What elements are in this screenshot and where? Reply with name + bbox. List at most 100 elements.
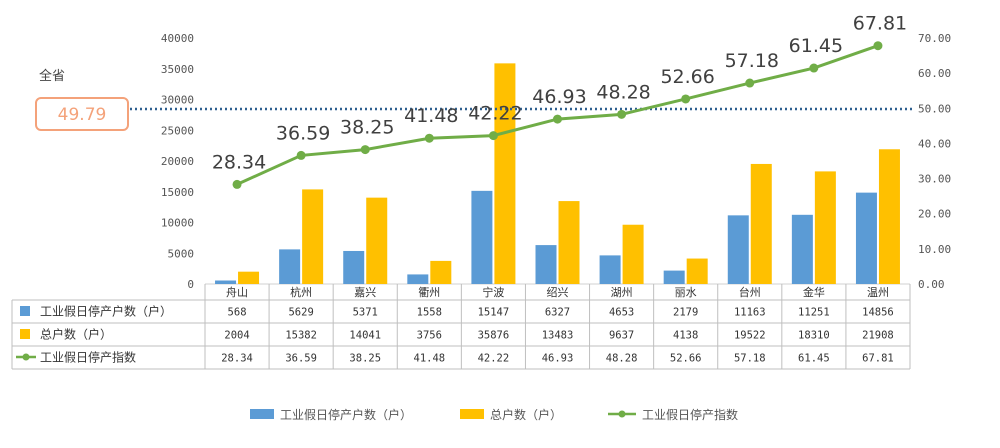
- category-label-4: 宁波: [482, 285, 504, 299]
- table-cell: 19522: [734, 330, 766, 342]
- category-label-7: 丽水: [675, 286, 697, 299]
- table-cell: 52.66: [670, 353, 702, 365]
- table-row-label-2: 工业假日停产指数: [40, 350, 136, 365]
- index-point-2: [360, 145, 370, 155]
- y-left-tick-label: 25000: [161, 124, 194, 137]
- province-label: 全省: [39, 68, 65, 84]
- category-label-10: 温州: [867, 286, 889, 299]
- bar-stopped-7: [663, 270, 685, 284]
- index-data-label-4: 42.22: [468, 103, 522, 125]
- table-cell: 11163: [734, 307, 766, 319]
- table-cell: 5629: [288, 307, 313, 319]
- index-data-label-9: 61.45: [789, 35, 843, 57]
- category-label-8: 台州: [739, 285, 761, 299]
- table-cell: 35876: [478, 330, 510, 342]
- table-cell: 21908: [862, 330, 894, 342]
- index-data-label-3: 41.48: [404, 105, 458, 127]
- legend-label-1: 总户数（户）: [490, 407, 562, 422]
- category-label-9: 金华: [803, 285, 825, 299]
- bar-stopped-6: [599, 255, 621, 284]
- bar-total-4: [494, 63, 516, 285]
- table-cell: 5371: [353, 307, 378, 319]
- category-label-1: 杭州: [290, 285, 312, 299]
- y-right-tick-label: 40.00: [918, 137, 951, 150]
- y-left-tick-label: 10000: [161, 217, 194, 230]
- table-cell: 13483: [542, 330, 574, 342]
- index-point-7: [681, 94, 691, 104]
- category-label-5: 绍兴: [547, 285, 569, 299]
- category-label-3: 衢州: [418, 286, 440, 299]
- y-left-tick-label: 5000: [168, 247, 195, 260]
- table-cell: 42.22: [478, 353, 510, 365]
- table-row-key-1: [20, 329, 30, 339]
- category-label-6: 湖州: [611, 286, 633, 299]
- index-data-label-5: 46.93: [532, 86, 586, 108]
- table-cell: 4138: [673, 330, 698, 342]
- bar-stopped-9: [791, 214, 813, 284]
- bar-stopped-1: [279, 249, 301, 284]
- bar-stopped-0: [215, 280, 237, 284]
- table-cell: 57.18: [734, 353, 766, 365]
- index-data-label-0: 28.34: [212, 151, 266, 173]
- y-left-tick-label: 30000: [161, 94, 194, 107]
- province-value-box: [35, 97, 129, 131]
- bar-total-6: [622, 224, 644, 284]
- table-cell: 14041: [349, 330, 381, 342]
- table-cell: 18310: [798, 330, 830, 342]
- table-cell: 36.59: [285, 353, 317, 365]
- category-label-0: 舟山: [226, 285, 248, 299]
- index-data-label-6: 48.28: [596, 81, 650, 103]
- legend-label-2: 工业假日停产指数: [642, 407, 738, 422]
- table-cell: 46.93: [542, 353, 574, 365]
- bar-stopped-3: [407, 274, 429, 284]
- bar-stopped-5: [535, 245, 557, 284]
- bar-stopped-4: [471, 190, 493, 284]
- bar-stopped-10: [855, 192, 877, 284]
- table-row-label-0: 工业假日停产户数（户）: [40, 304, 172, 319]
- index-data-label-7: 52.66: [660, 66, 714, 88]
- legend-key-dot-2: [618, 410, 626, 418]
- y-left-tick-label: 20000: [161, 155, 194, 168]
- table-cell: 14856: [862, 307, 894, 319]
- bar-total-1: [302, 189, 324, 284]
- y-left-tick-label: 35000: [161, 63, 194, 76]
- table-cell: 67.81: [862, 353, 894, 365]
- index-data-label-1: 36.59: [276, 122, 330, 144]
- index-point-6: [617, 109, 627, 119]
- table-cell: 48.28: [606, 353, 638, 365]
- province-value: 49.79: [58, 105, 107, 125]
- y-left-tick-label: 15000: [161, 186, 194, 199]
- y-right-tick-label: 20.00: [918, 208, 951, 221]
- bar-total-9: [814, 171, 836, 284]
- index-point-5: [553, 114, 562, 124]
- table-cell: 15382: [285, 330, 317, 342]
- y-right-tick-label: 10.00: [918, 243, 951, 256]
- table-cell: 4653: [609, 307, 634, 319]
- bar-total-2: [366, 197, 388, 284]
- bar-total-3: [430, 260, 452, 284]
- table-row-key-dot-2: [22, 353, 30, 361]
- table-cell: 1558: [417, 307, 442, 319]
- table-cell: 6327: [545, 307, 570, 319]
- table-row-key-0: [20, 306, 30, 316]
- y-right-tick-label: 50.00: [918, 102, 951, 115]
- y-right-tick-label: 60.00: [918, 67, 951, 80]
- table-cell: 2004: [224, 330, 249, 342]
- index-data-label-2: 38.25: [340, 117, 394, 139]
- table-cell: 61.45: [798, 353, 830, 365]
- bar-total-8: [750, 163, 772, 284]
- table-cell: 41.48: [414, 353, 446, 365]
- index-point-3: [424, 133, 434, 143]
- table-cell: 11251: [798, 307, 830, 319]
- bar-stopped-2: [343, 250, 365, 284]
- index-point-8: [745, 78, 755, 88]
- legend-key-0: [250, 409, 274, 419]
- index-point-10: [873, 41, 883, 51]
- index-point-9: [809, 63, 819, 73]
- legend-key-1: [460, 409, 484, 419]
- y-right-tick-label: 0.00: [918, 278, 945, 291]
- index-point-4: [488, 131, 498, 141]
- y-left-tick-label: 0: [187, 278, 194, 291]
- legend-label-0: 工业假日停产户数（户）: [280, 407, 412, 422]
